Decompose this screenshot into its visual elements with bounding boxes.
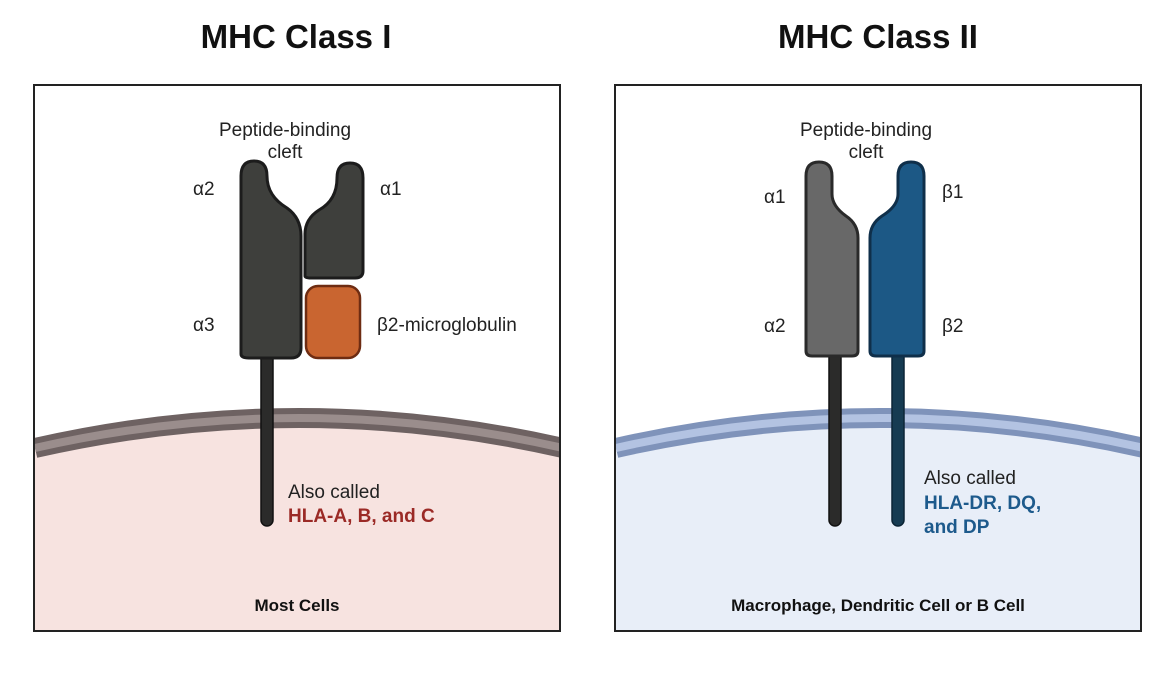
beta1-label: β1: [942, 182, 964, 203]
class-ii-title: MHC Class II: [778, 18, 978, 55]
class-i-panel: Peptide-binding cleft α2 α1 α3 β2-microg…: [33, 84, 561, 632]
cell-membrane-inner: [616, 414, 1140, 452]
alpha2-label: α2: [764, 316, 786, 337]
beta-chain-tail: [891, 343, 905, 527]
alpha1-label: α1: [380, 179, 402, 200]
alpha-chain: [804, 160, 860, 358]
class-ii-panel: Peptide-binding cleft α1 β1 α2 β2 Also c…: [614, 84, 1142, 632]
peptide-cleft-label: Peptide-binding cleft: [799, 120, 933, 163]
cell-body: [35, 416, 559, 630]
cell-membrane-inner: [35, 414, 559, 452]
peptide-cleft-label: Peptide-binding cleft: [218, 120, 352, 163]
beta2-label: β2: [942, 316, 964, 337]
alpha1-domain: [303, 161, 365, 280]
b2m-label: β2-microglobulin: [377, 315, 517, 336]
class-ii-diagram: [616, 160, 1140, 630]
beta2-microglobulin: [304, 284, 362, 360]
also-called-label: Also called: [924, 468, 1016, 489]
beta-chain: [868, 160, 926, 358]
also-called-label: Also called: [288, 482, 380, 503]
cell-body: [616, 416, 1140, 630]
hla-names: HLA-A, B, and C: [288, 506, 435, 527]
cell-type-label: Most Cells: [254, 596, 340, 615]
hla-names: HLA-DR, DQ, and DP: [924, 493, 1042, 538]
alpha-chain-tail: [828, 343, 842, 527]
class-i-title: MHC Class I: [200, 18, 392, 55]
cell-type-label: Macrophage, Dendritic Cell or B Cell: [731, 596, 1025, 615]
alpha1-label: α1: [764, 187, 786, 208]
alpha2-label: α2: [193, 179, 215, 200]
alpha2-alpha3-domain: [239, 159, 303, 360]
alpha-chain-tail: [260, 343, 274, 527]
alpha3-label: α3: [193, 315, 215, 336]
class-i-diagram: [35, 159, 559, 630]
